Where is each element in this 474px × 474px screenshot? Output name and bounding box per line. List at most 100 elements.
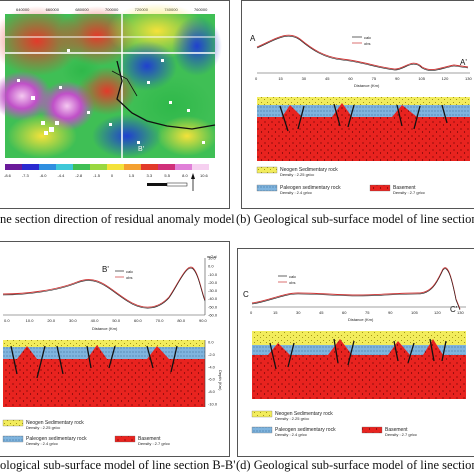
x-tick: 75 — [372, 76, 377, 81]
y-tick: -20.0 — [208, 280, 218, 285]
x-axis-label: Distance (Km) — [354, 83, 380, 88]
depth-tick: -10.0 — [208, 402, 218, 407]
svg-text:Density : 2.25 gr/cc: Density : 2.25 gr/cc — [280, 172, 314, 177]
map-x-tick: 760000 — [194, 7, 208, 12]
svg-text:Density : 2.7 gr/cc: Density : 2.7 gr/cc — [138, 441, 170, 446]
end-label-a: A — [250, 34, 256, 43]
panel-a-anomaly-map: 6400006600006800007000007200007400007600… — [0, 0, 230, 209]
svg-text:obs: obs — [289, 280, 295, 285]
x-tick: 60 — [348, 76, 353, 81]
svg-text:Basement: Basement — [138, 436, 161, 442]
end-label-c: C — [243, 290, 249, 299]
caption-c: ological sub-surface model of line secti… — [0, 458, 236, 472]
end-label-c-prime: C' — [450, 305, 458, 314]
gravity-curve-obs — [256, 34, 469, 70]
caption-a: ne section direction of residual anomaly… — [0, 212, 235, 226]
y-tick: -30.0 — [208, 288, 218, 293]
svg-text:Neogen Sedimentary rock: Neogen Sedimentary rock — [275, 411, 333, 417]
colorbar-tick: -7.3 — [22, 173, 30, 178]
colorbar-tick: 5.5 — [164, 173, 170, 178]
x-tick: 15 — [278, 76, 283, 81]
colorbar-tick: 0 — [111, 173, 114, 178]
colorbar-tick: 3.3 — [147, 173, 153, 178]
x-tick: 130 — [465, 76, 472, 81]
legend-obs: obs — [364, 41, 370, 46]
svg-text:calc: calc — [289, 274, 296, 279]
panel-d-section-cc: C C' calc obs 0 15 30 45 60 75 90 105 120 130 Dis… — [237, 248, 474, 457]
x-tick: 90 — [388, 310, 393, 315]
unit-legend: Neogen Sedimentary rock Density : 2.25 g… — [2, 419, 170, 446]
y-tick: -50.0 — [208, 304, 218, 309]
section-bb-svg: B' mGal calc obs 10.0 0.0 -10.0 -20.0 -30.0 -… — [2, 254, 223, 446]
unit-legend: Neogen Sedimentary rock Density : 2.25 g… — [256, 166, 425, 195]
x-tick: 0.0 — [4, 318, 10, 323]
caption-d: (d) Geological sub-surface model of line… — [236, 458, 474, 472]
end-label-a-prime: A' — [460, 58, 467, 67]
x-tick: 40.0 — [91, 318, 100, 323]
legend-calc-obs: calc obs — [352, 35, 371, 46]
x-tick: 45 — [319, 310, 324, 315]
anomaly-map-svg: 6400006600006800007000007200007400007600… — [0, 3, 222, 191]
x-tick: 90.0 — [199, 318, 208, 323]
panel-b-section-aa: A A' calc obs 0 15 30 45 60 75 90 105 120 130 Dis… — [241, 0, 474, 209]
y-tick: 0.0 — [208, 264, 214, 269]
x-tick: 105 — [411, 310, 418, 315]
depth-tick: -8.0 — [208, 389, 216, 394]
depth-tick: -4.0 — [208, 364, 216, 369]
x-tick: 75 — [365, 310, 370, 315]
colorbar: -8.6 -7.3 -6.0 -4.4 -2.8 -1.5 0 1.5 3.3 5.5 8.0 10.… — [4, 164, 209, 178]
x-tick: 60.0 — [134, 318, 143, 323]
section-cc-svg: C C' calc obs 0 15 30 45 60 75 90 105 120 130 Dis… — [243, 267, 466, 437]
depth-tick: 0.0 — [208, 340, 214, 345]
x-tick: 130 — [457, 310, 464, 315]
colorbar-tick: 8.0 — [182, 173, 188, 178]
legend-calc: calc — [364, 35, 371, 40]
svg-text:Density : 2.4 gr/cc: Density : 2.4 gr/cc — [280, 190, 312, 195]
colorbar-tick: -4.4 — [57, 173, 65, 178]
x-tick: 80.0 — [177, 318, 186, 323]
x-tick: 0 — [255, 76, 258, 81]
svg-text:Density : 2.7 gr/cc: Density : 2.7 gr/cc — [385, 432, 417, 437]
svg-text:Density : 2.4 gr/cc: Density : 2.4 gr/cc — [26, 441, 58, 446]
x-tick: 60 — [342, 310, 347, 315]
svg-text:Neogen Sedimentary rock: Neogen Sedimentary rock — [280, 167, 338, 173]
depth-tick: -6.0 — [208, 377, 216, 382]
svg-text:Paleogen sedimentary rock: Paleogen sedimentary rock — [26, 436, 87, 442]
svg-text:Paleogen sedimentary rock: Paleogen sedimentary rock — [280, 185, 341, 191]
colorbar-tick: -6.0 — [40, 173, 48, 178]
section-aa-svg: A A' calc obs 0 15 30 45 60 75 90 105 120 130 Dis… — [250, 34, 472, 195]
x-tick: 15 — [273, 310, 278, 315]
x-tick: 90 — [395, 76, 400, 81]
gravity-curve-calc — [256, 35, 469, 71]
colorbar-tick: -2.8 — [75, 173, 83, 178]
legend-calc-obs: calc obs — [278, 274, 296, 285]
gravity-curve-calc — [251, 268, 461, 311]
map-label-b-prime: B' — [138, 146, 144, 153]
svg-text:Paleogen sedimentary rock: Paleogen sedimentary rock — [275, 427, 336, 433]
colorbar-tick: 10.6 — [200, 173, 209, 178]
x-tick: 20.0 — [47, 318, 56, 323]
end-label-b-prime: B' — [102, 265, 109, 274]
svg-text:Basement: Basement — [385, 427, 408, 433]
geologic-section — [252, 331, 466, 399]
colorbar-tick: -8.6 — [4, 173, 12, 178]
anomaly-map-field: B' — [0, 3, 222, 158]
gravity-curve-obs — [251, 267, 461, 310]
gravity-curve-obs — [2, 266, 206, 308]
geologic-section — [257, 97, 470, 161]
svg-text:Density : 2.25 gr/cc: Density : 2.25 gr/cc — [275, 416, 309, 421]
svg-text:Density : 2.25 gr/cc: Density : 2.25 gr/cc — [26, 425, 60, 430]
svg-text:obs: obs — [126, 275, 132, 280]
scale-bar — [147, 173, 195, 191]
x-axis-label: Distance (Km) — [92, 326, 118, 331]
y-tick: -10.0 — [208, 272, 218, 277]
x-tick: 0 — [250, 310, 253, 315]
x-tick: 50.0 — [112, 318, 121, 323]
x-tick: 70.0 — [156, 318, 165, 323]
x-tick: 105 — [418, 76, 425, 81]
svg-text:calc: calc — [126, 269, 133, 274]
svg-text:Basement: Basement — [393, 185, 416, 191]
svg-text:Density : 2.7 gr/cc: Density : 2.7 gr/cc — [393, 190, 425, 195]
depth-tick: -2.0 — [208, 352, 216, 357]
depth-axis-label: Depth (Km) — [218, 370, 223, 391]
